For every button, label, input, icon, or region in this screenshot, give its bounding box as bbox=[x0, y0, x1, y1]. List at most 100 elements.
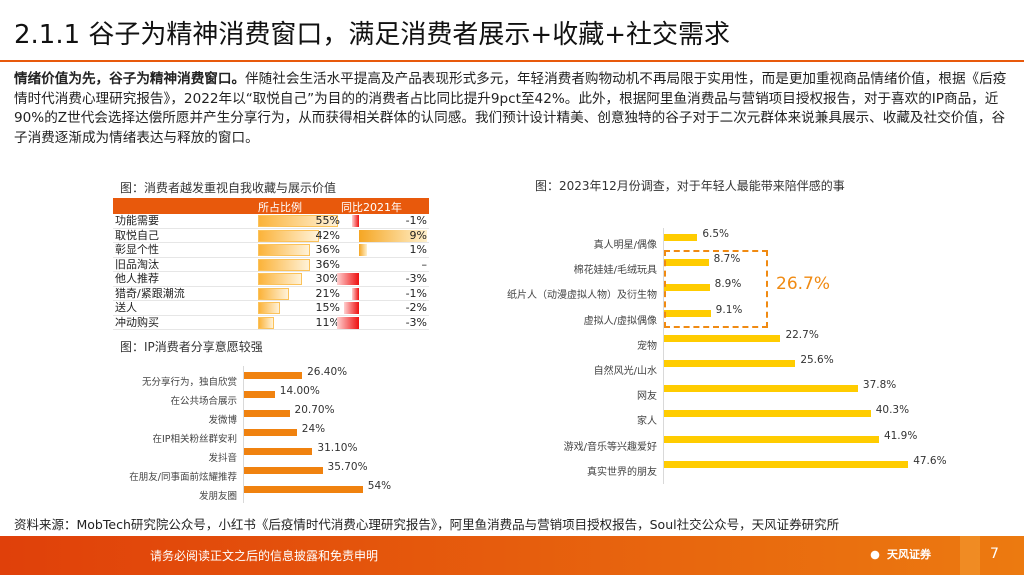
yoy-value: -3% bbox=[405, 272, 427, 285]
footer-bar: 请务必阅读正文之后的信息披露和免责申明 天风证券 7 bbox=[0, 536, 1024, 575]
table-header: 所占比例 同比2021年 bbox=[113, 198, 429, 214]
category-label: 在朋友/同事面前炫耀推荐 bbox=[129, 472, 237, 483]
share-bar bbox=[258, 316, 274, 329]
bar bbox=[664, 410, 871, 418]
bar bbox=[664, 360, 796, 367]
yoy-bar bbox=[351, 215, 359, 227]
category-label: 自然风光/山水 bbox=[593, 366, 657, 377]
table-row: 猎奇/紧跟潮流 21% -1% bbox=[113, 286, 429, 301]
brand-logo: 天风证券 bbox=[887, 548, 931, 561]
category-label: 游戏/音乐等兴趣爱好 bbox=[563, 441, 657, 453]
category-label: 家人 bbox=[637, 416, 657, 428]
share-bar bbox=[258, 215, 338, 227]
value-label: 40.3% bbox=[875, 404, 910, 417]
share-value: 11% bbox=[315, 315, 340, 329]
category-label: 在公共场合展示 bbox=[170, 396, 237, 407]
category-label: 发抖音 bbox=[208, 453, 237, 464]
title-divider bbox=[0, 60, 1024, 62]
bar bbox=[664, 284, 710, 292]
bar bbox=[244, 486, 363, 493]
yoy-value: -1% bbox=[405, 214, 427, 227]
category-label: 真人明星/偶像 bbox=[593, 240, 657, 251]
yoy-value: – bbox=[421, 257, 428, 271]
chart-caption-companion: 图：2023年12月份调查，对于年轻人最能带来陪伴感的事 bbox=[535, 179, 845, 193]
bar bbox=[244, 448, 313, 455]
row-label: 送人 bbox=[115, 301, 137, 314]
value-label: 41.9% bbox=[883, 429, 918, 442]
disclaimer: 请务必阅读正文之后的信息披露和免责申明 bbox=[150, 549, 379, 563]
bar bbox=[244, 372, 303, 379]
yoy-value: 9% bbox=[409, 228, 427, 242]
bar bbox=[664, 334, 781, 342]
yoy-value: -2% bbox=[405, 301, 427, 314]
bar bbox=[664, 259, 709, 267]
value-label: 26.40% bbox=[307, 366, 348, 378]
table-row: 彰显个性 36% 1% bbox=[113, 243, 429, 258]
row-label: 彰显个性 bbox=[115, 243, 159, 256]
header-yoy: 同比2021年 bbox=[341, 201, 402, 214]
value-label: 8.7% bbox=[713, 253, 741, 266]
category-label: 虚拟人/虚拟偶像 bbox=[583, 315, 657, 327]
share-value: 15% bbox=[315, 301, 340, 314]
share-value: 21% bbox=[315, 286, 340, 300]
bar bbox=[664, 234, 698, 241]
row-label: 他人推荐 bbox=[115, 272, 159, 285]
row-label: 功能需要 bbox=[115, 214, 159, 227]
table-caption: 图：消费者越发重视自我收藏与展示价值 bbox=[120, 181, 337, 195]
yoy-bar bbox=[351, 287, 359, 300]
category-label: 无分享行为，独自欣赏 bbox=[141, 377, 237, 388]
header-share: 所占比例 bbox=[258, 201, 302, 214]
category-label: 网友 bbox=[637, 391, 657, 403]
collection-table: 所占比例 同比2021年 功能需要 55% -1% 取悦自己 42% 9% 彰显个性 36% 1… bbox=[113, 198, 429, 330]
share-value: 36% bbox=[315, 257, 340, 271]
category-label: 发微博 bbox=[208, 415, 237, 426]
highlight-box bbox=[664, 250, 768, 328]
yoy-bar bbox=[344, 302, 359, 314]
table-row: 他人推荐 30% -3% bbox=[113, 272, 429, 287]
table-row: 送人 15% -2% bbox=[113, 301, 429, 316]
row-label: 取悦自己 bbox=[115, 228, 159, 242]
share-bar bbox=[258, 258, 311, 271]
category-label: 宠物 bbox=[637, 340, 657, 352]
table-row: 取悦自己 42% 9% bbox=[113, 228, 429, 243]
value-label: 25.6% bbox=[800, 354, 834, 366]
bar bbox=[244, 410, 290, 417]
yoy-bar bbox=[359, 244, 367, 256]
value-label: 20.70% bbox=[294, 404, 335, 416]
table-row: 功能需要 55% -1% bbox=[113, 214, 429, 229]
share-bar bbox=[258, 302, 280, 314]
bar bbox=[664, 435, 879, 443]
paragraph-body: 伴随社会生活水平提高及产品表现形式多元，年轻消费者购物动机不再局限于实用性，而是… bbox=[14, 71, 1007, 146]
row-label: 旧品淘汰 bbox=[115, 257, 159, 271]
value-label: 9.1% bbox=[715, 303, 743, 316]
value-label: 31.10% bbox=[317, 442, 358, 454]
value-label: 8.9% bbox=[714, 278, 742, 291]
chart-caption-share: 图：IP消费者分享意愿较强 bbox=[120, 340, 263, 354]
share-bar bbox=[258, 229, 320, 242]
yoy-bar bbox=[359, 229, 427, 242]
yoy-bar bbox=[336, 316, 359, 329]
category-label: 真实世界的朋友 bbox=[587, 466, 657, 478]
table-row: 冲动购买 11% -3% bbox=[113, 315, 429, 330]
share-bar bbox=[258, 273, 302, 285]
category-label: 发朋友圈 bbox=[198, 491, 237, 502]
value-label: 22.7% bbox=[785, 328, 819, 341]
axis-line bbox=[243, 366, 244, 503]
share-value: 30% bbox=[315, 272, 340, 285]
bar bbox=[664, 309, 711, 317]
bar bbox=[664, 385, 858, 393]
yoy-value: -1% bbox=[405, 286, 427, 300]
share-value: 55% bbox=[315, 214, 340, 227]
yoy-value: -3% bbox=[405, 315, 427, 329]
axis-line bbox=[663, 228, 664, 484]
share-value: 36% bbox=[315, 243, 340, 256]
value-label: 6.5% bbox=[702, 228, 730, 240]
bar bbox=[244, 391, 275, 398]
yoy-value: 1% bbox=[409, 243, 427, 256]
yoy-bar bbox=[336, 273, 359, 285]
source-note: 资料来源：MobTech研究院公众号，小红书《后疫情时代消费心理研究报告》，阿里… bbox=[14, 517, 840, 532]
value-label: 37.8% bbox=[862, 379, 897, 392]
value-label: 54% bbox=[367, 480, 392, 492]
page-number: 7 bbox=[990, 546, 999, 562]
category-label: 在IP相关粉丝群安利 bbox=[152, 434, 237, 445]
